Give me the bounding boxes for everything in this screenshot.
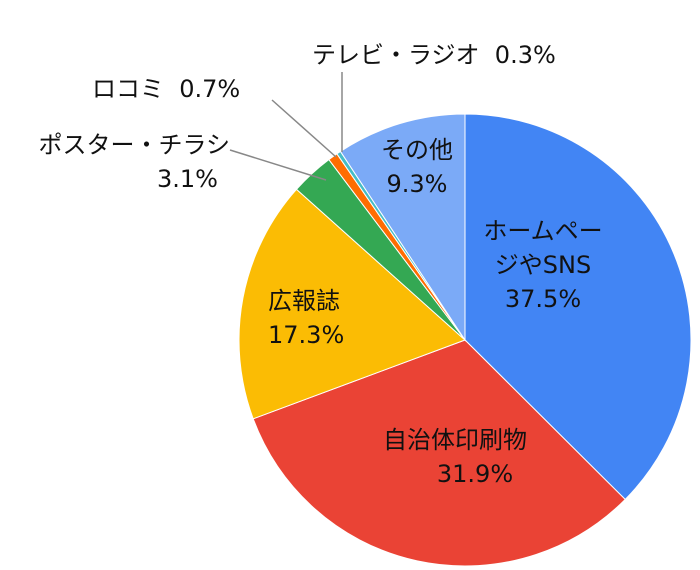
slice-label: ロコミ 0.7% xyxy=(92,72,240,106)
slice-name: ポスター・チラシ xyxy=(38,131,230,159)
slice-name: ホームページやSNS xyxy=(483,217,603,279)
slice-label: ポスター・チラシ 3.1% xyxy=(8,128,230,196)
leader-line xyxy=(229,149,327,181)
slice-value: 37.5% xyxy=(504,285,582,313)
slice-value: 0.7% xyxy=(179,75,241,103)
pie-slice xyxy=(339,113,466,342)
slice-label: テレビ・ラジオ 0.3% xyxy=(312,38,556,72)
slice-value: 17.3% xyxy=(268,321,345,349)
slice-value: 0.3% xyxy=(494,41,556,69)
slice-name: ロコミ xyxy=(92,75,164,103)
slice-name: 自治体印刷物 xyxy=(383,426,527,454)
slice-label: 広報誌 17.3% xyxy=(268,284,344,352)
pie-slice xyxy=(252,339,626,567)
pie-slice xyxy=(464,113,692,501)
leader-line xyxy=(271,99,337,158)
slice-name: テレビ・ラジオ xyxy=(312,41,480,69)
slices xyxy=(238,113,692,567)
pie-slice xyxy=(238,188,466,420)
slice-value: 31.9% xyxy=(436,460,514,488)
slice-name: 広報誌 xyxy=(268,287,340,315)
slice-label: ホームページやSNS 37.5% xyxy=(478,214,608,316)
slice-label: 自治体印刷物 31.9% xyxy=(355,423,555,491)
slice-value: 9.3% xyxy=(386,170,448,198)
slice-value: 3.1% xyxy=(157,165,218,193)
slice-label: その他 9.3% xyxy=(372,133,462,201)
slice-name: その他 xyxy=(381,136,453,164)
